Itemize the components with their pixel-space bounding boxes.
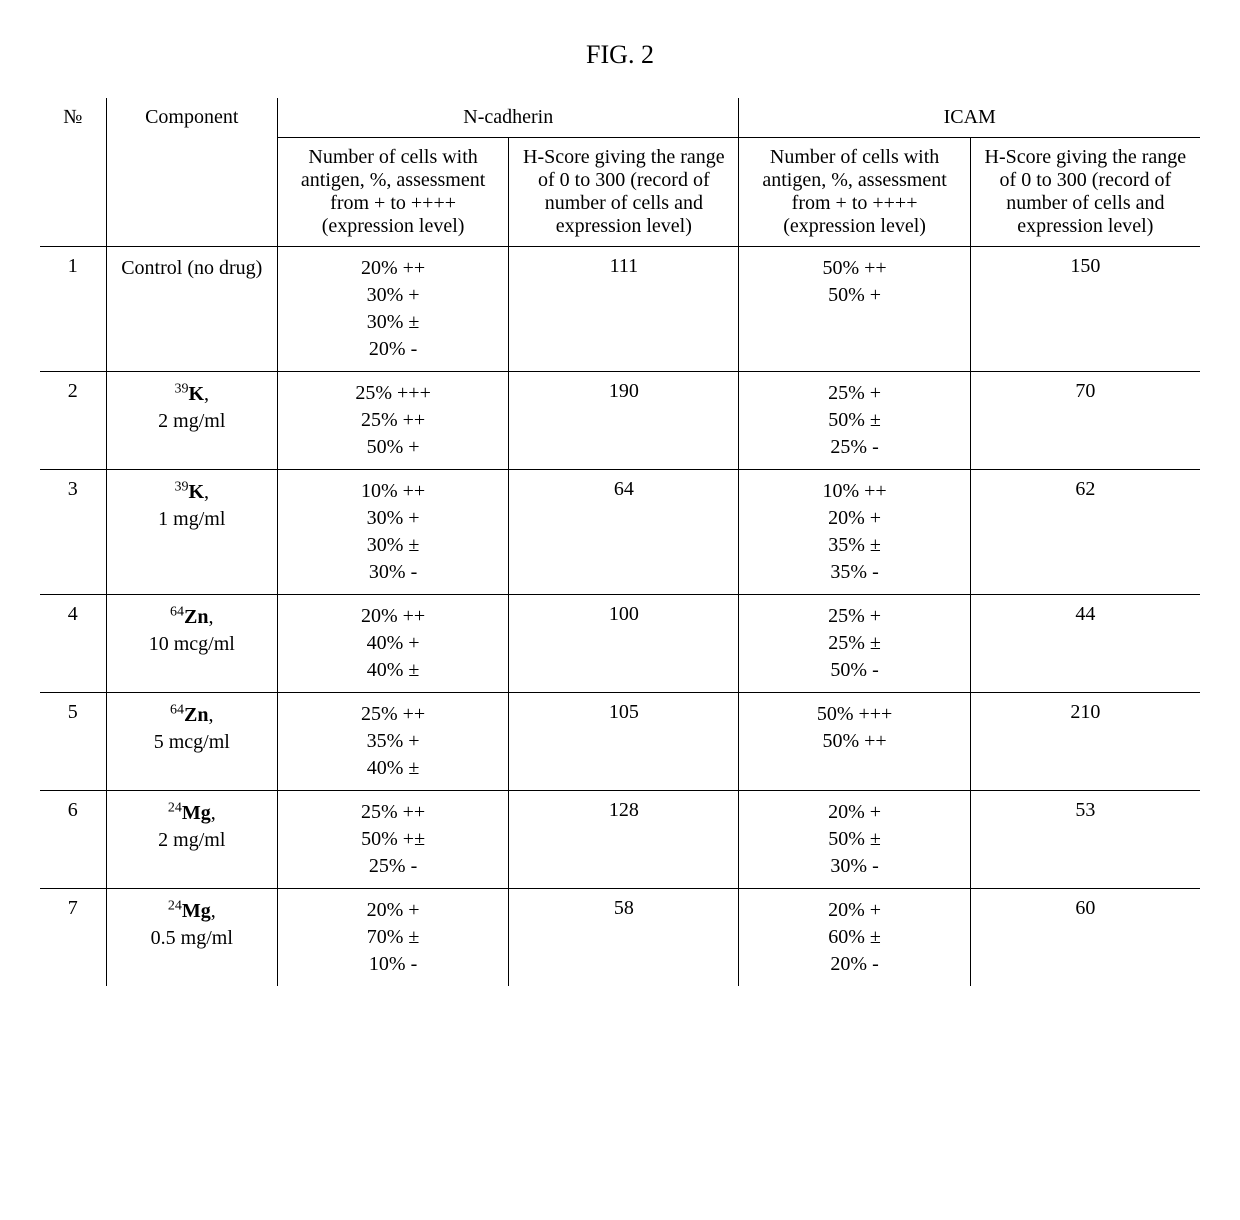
cell-icam-hscore: 70	[970, 372, 1200, 470]
cell-ncad-hscore: 64	[509, 470, 739, 595]
cell-component: 39K,1 mg/ml	[106, 470, 277, 595]
cell-no: 4	[40, 595, 106, 693]
cell-ncad-cells: 25% ++ 50% +± 25% -	[277, 791, 508, 889]
cell-icam-cells: 20% + 60% ± 20% -	[739, 889, 970, 987]
cell-icam-cells: 50% ++ 50% +	[739, 247, 970, 372]
cell-icam-hscore: 53	[970, 791, 1200, 889]
col-group-icam: ICAM	[739, 98, 1200, 138]
table-row: 1Control (no drug)20% ++ 30% + 30% ± 20%…	[40, 247, 1200, 372]
table-row: 724Mg,0.5 mg/ml20% + 70% ± 10% -5820% + …	[40, 889, 1200, 987]
table-row: 624Mg,2 mg/ml25% ++ 50% +± 25% -12820% +…	[40, 791, 1200, 889]
cell-icam-cells: 50% +++ 50% ++	[739, 693, 970, 791]
cell-icam-cells: 10% ++ 20% + 35% ± 35% -	[739, 470, 970, 595]
cell-icam-hscore: 62	[970, 470, 1200, 595]
cell-ncad-hscore: 105	[509, 693, 739, 791]
cell-component: 39K,2 mg/ml	[106, 372, 277, 470]
cell-icam-hscore: 60	[970, 889, 1200, 987]
cell-no: 7	[40, 889, 106, 987]
cell-ncad-cells: 10% ++ 30% + 30% ± 30% -	[277, 470, 508, 595]
cell-no: 3	[40, 470, 106, 595]
cell-no: 5	[40, 693, 106, 791]
cell-component: 24Mg,0.5 mg/ml	[106, 889, 277, 987]
cell-ncad-hscore: 128	[509, 791, 739, 889]
cell-icam-hscore: 210	[970, 693, 1200, 791]
cell-component: Control (no drug)	[106, 247, 277, 372]
table-row: 564Zn,5 mcg/ml25% ++ 35% + 40% ±10550% +…	[40, 693, 1200, 791]
cell-icam-cells: 25% + 50% ± 25% -	[739, 372, 970, 470]
cell-ncad-hscore: 190	[509, 372, 739, 470]
cell-ncad-hscore: 100	[509, 595, 739, 693]
cell-component: 24Mg,2 mg/ml	[106, 791, 277, 889]
cell-no: 1	[40, 247, 106, 372]
cell-ncad-hscore: 58	[509, 889, 739, 987]
cell-ncad-cells: 25% ++ 35% + 40% ±	[277, 693, 508, 791]
cell-component: 64Zn,5 mcg/ml	[106, 693, 277, 791]
cell-component: 64Zn,10 mcg/ml	[106, 595, 277, 693]
col-header-icam-cells: Number of cells with antigen, %, assessm…	[739, 138, 970, 247]
cell-no: 2	[40, 372, 106, 470]
cell-ncad-hscore: 111	[509, 247, 739, 372]
cell-icam-cells: 25% + 25% ± 50% -	[739, 595, 970, 693]
col-group-ncadherin: N-cadherin	[277, 98, 738, 138]
figure-title: FIG. 2	[40, 40, 1200, 70]
col-header-ncad-hscore: H-Score giving the range of 0 to 300 (re…	[509, 138, 739, 247]
table-row: 339K,1 mg/ml10% ++ 30% + 30% ± 30% -6410…	[40, 470, 1200, 595]
col-header-no: №	[40, 98, 106, 247]
col-header-ncad-cells: Number of cells with antigen, %, assessm…	[277, 138, 508, 247]
cell-ncad-cells: 25% +++ 25% ++ 50% +	[277, 372, 508, 470]
col-header-icam-hscore: H-Score giving the range of 0 to 300 (re…	[970, 138, 1200, 247]
table-row: 239K,2 mg/ml25% +++ 25% ++ 50% +19025% +…	[40, 372, 1200, 470]
cell-ncad-cells: 20% + 70% ± 10% -	[277, 889, 508, 987]
cell-icam-cells: 20% + 50% ± 30% -	[739, 791, 970, 889]
cell-icam-hscore: 44	[970, 595, 1200, 693]
cell-icam-hscore: 150	[970, 247, 1200, 372]
table-row: 464Zn,10 mcg/ml20% ++ 40% + 40% ±10025% …	[40, 595, 1200, 693]
table-body: 1Control (no drug)20% ++ 30% + 30% ± 20%…	[40, 247, 1200, 987]
col-header-component: Component	[106, 98, 277, 247]
cell-ncad-cells: 20% ++ 30% + 30% ± 20% -	[277, 247, 508, 372]
data-table: № Component N-cadherin ICAM Number of ce…	[40, 98, 1200, 986]
cell-ncad-cells: 20% ++ 40% + 40% ±	[277, 595, 508, 693]
cell-no: 6	[40, 791, 106, 889]
